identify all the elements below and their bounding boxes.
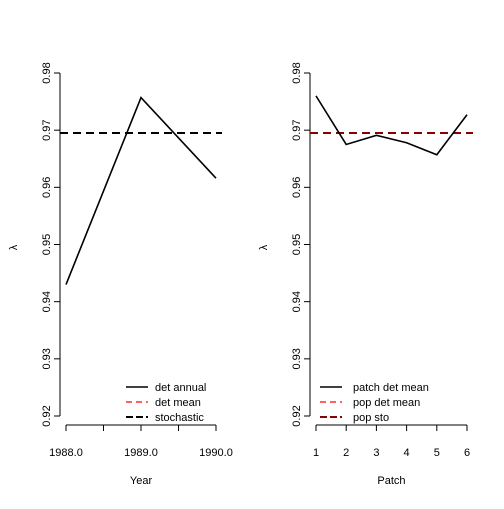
x-tick-label: 1989.0	[124, 447, 158, 459]
series-line-det-annual	[65, 96, 217, 285]
y-axis: 0.92 0.93 0.94 0.95 0.96 0.97 0.98 λ	[8, 62, 61, 427]
x-tick-label: 1	[313, 447, 319, 459]
y-tick-label: 0.98	[41, 62, 53, 83]
y-tick-label: 0.94	[291, 291, 303, 312]
x-tick-label: 4	[404, 447, 410, 459]
y-tick-label: 0.95	[291, 234, 303, 255]
y-tick-label: 0.96	[41, 177, 53, 198]
chart-panel-2: 0.92 0.93 0.94 0.95 0.96 0.97 0.98 λ 1 2 3 4 5 6 Patch…	[258, 62, 473, 487]
legend-label: pop sto	[353, 412, 389, 424]
y-tick-label: 0.93	[291, 348, 303, 369]
legend: patch det mean pop det mean pop sto	[320, 382, 429, 424]
legend-label: patch det mean	[353, 382, 429, 394]
y-tick-label: 0.95	[41, 234, 53, 255]
legend: det annual det mean stochastic	[126, 382, 206, 424]
x-axis: 1988.0 1989.0 1990.0 Year	[49, 424, 233, 487]
y-axis: 0.92 0.93 0.94 0.95 0.96 0.97 0.98 λ	[258, 62, 311, 427]
x-axis-label: Year	[130, 475, 153, 487]
y-axis-label: λ	[258, 244, 270, 250]
series-line-patch-det-mean	[315, 95, 468, 156]
y-tick-label: 0.97	[41, 119, 53, 140]
x-tick-label: 3	[373, 447, 379, 459]
x-tick-label: 5	[434, 447, 440, 459]
legend-label: det mean	[155, 397, 201, 409]
x-axis-label: Patch	[377, 475, 405, 487]
y-tick-label: 0.92	[291, 405, 303, 426]
x-tick-label: 1988.0	[49, 447, 83, 459]
chart-panel-1: 0.92 0.93 0.94 0.95 0.96 0.97 0.98 λ 1988.0 1989.…	[8, 62, 233, 487]
y-tick-label: 0.98	[291, 62, 303, 83]
legend-label: pop det mean	[353, 397, 420, 409]
x-axis: 1 2 3 4 5 6 Patch	[313, 424, 470, 487]
x-tick-label: 1990.0	[199, 447, 233, 459]
x-tick-label: 6	[464, 447, 470, 459]
x-tick-label: 2	[343, 447, 349, 459]
legend-label: stochastic	[155, 412, 204, 424]
legend-label: det annual	[155, 382, 206, 394]
y-tick-label: 0.96	[291, 177, 303, 198]
y-axis-label: λ	[8, 244, 20, 250]
series-group	[310, 95, 473, 156]
y-tick-label: 0.97	[291, 119, 303, 140]
y-tick-label: 0.94	[41, 291, 53, 312]
y-tick-label: 0.93	[41, 348, 53, 369]
y-tick-label: 0.92	[41, 405, 53, 426]
series-group	[60, 96, 222, 285]
